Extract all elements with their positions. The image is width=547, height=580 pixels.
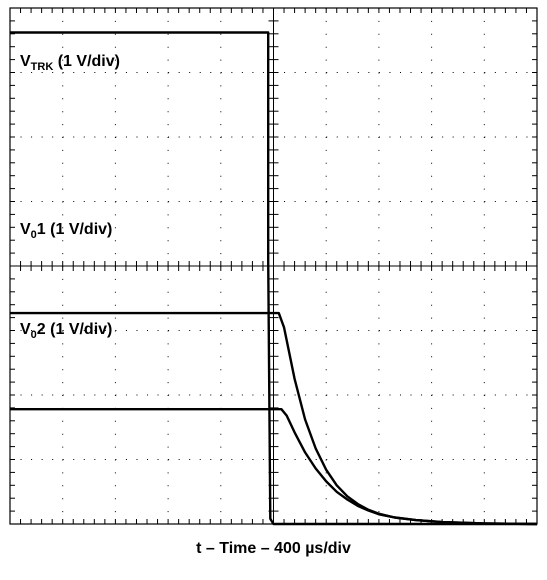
- series-label-vo2: V02 (1 V/div): [20, 321, 112, 341]
- series-label-vo1: V01 (1 V/div): [20, 221, 112, 241]
- x-axis-label: t – Time – 400 µs/div: [196, 540, 351, 557]
- graticule: [9, 7, 538, 525]
- series-label-vtrk: VTRK (1 V/div): [20, 53, 120, 73]
- traces: [10, 31, 538, 526]
- oscilloscope-plot: VTRK (1 V/div) V01 (1 V/div) V02 (1 V/di…: [9, 7, 538, 526]
- trace-vo2: [10, 408, 538, 526]
- trace-vtrk: [10, 31, 537, 526]
